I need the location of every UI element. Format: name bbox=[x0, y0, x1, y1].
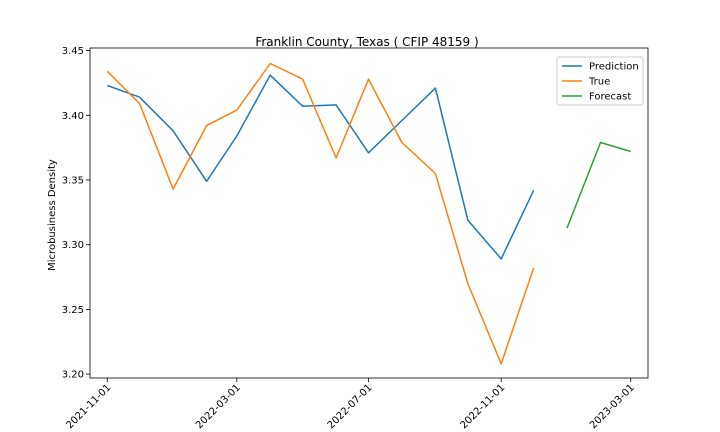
plot-frame bbox=[89, 47, 649, 379]
legend-label-prediction: Prediction bbox=[589, 62, 639, 73]
y-tick-label: 3.20 bbox=[62, 370, 84, 381]
y-tick-label: 3.35 bbox=[62, 176, 84, 187]
y-axis-label: Microbusiness Density bbox=[47, 159, 58, 271]
y-tick-label: 3.30 bbox=[62, 240, 84, 251]
legend-label-true: True bbox=[588, 77, 610, 88]
chart-title: Franklin County, Texas ( CFIP 48159 ) bbox=[255, 35, 478, 49]
series-line-prediction bbox=[107, 74, 535, 260]
legend-box bbox=[556, 56, 644, 106]
legend-label-forecast: Forecast bbox=[589, 92, 631, 103]
legend: Prediction True Forecast bbox=[556, 56, 644, 106]
series-line-forecast bbox=[566, 141, 631, 229]
y-tick-label: 3.25 bbox=[62, 305, 84, 316]
y-tick-label: 3.45 bbox=[62, 46, 84, 57]
y-tick-label: 3.40 bbox=[62, 111, 84, 122]
series-line-true bbox=[106, 62, 535, 365]
